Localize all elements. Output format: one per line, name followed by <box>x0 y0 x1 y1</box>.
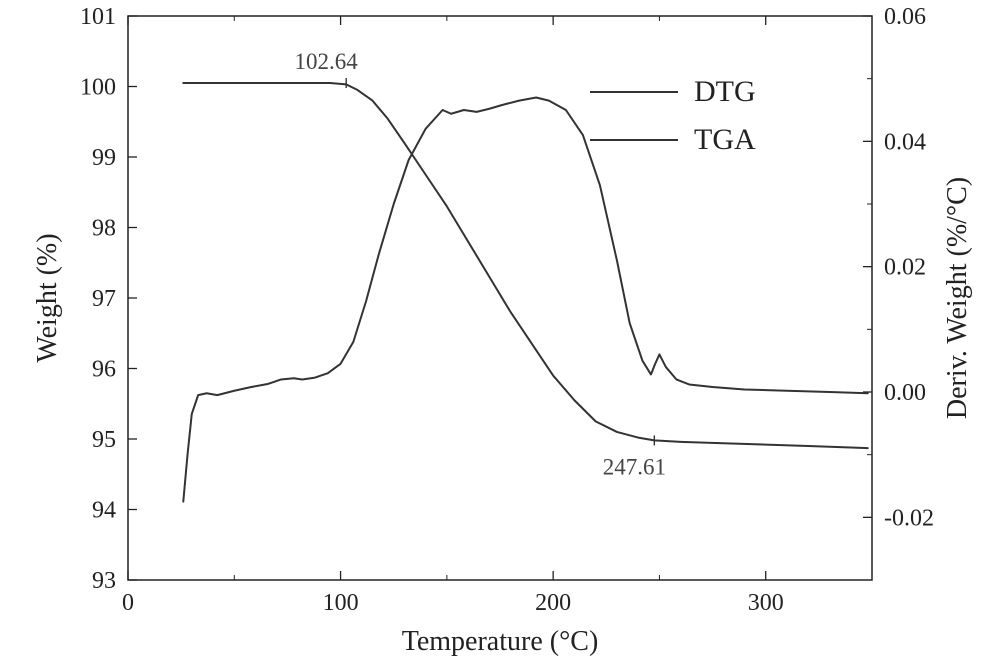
y-left-tick-label: 93 <box>92 568 116 594</box>
y-left-tick-label: 96 <box>92 357 116 383</box>
y-left-tick-label: 99 <box>92 145 116 171</box>
y-left-tick-label: 97 <box>92 286 116 312</box>
chart-svg: 0 100 200 300 93 94 95 96 97 98 99 100 101 -0.02 0.00 0… <box>0 0 1000 671</box>
x-tick-label: 200 <box>535 590 571 616</box>
tga-dtg-chart: 0 100 200 300 93 94 95 96 97 98 99 100 101 -0.02 0.00 0… <box>0 0 1000 671</box>
x-tick-label: 0 <box>122 590 134 616</box>
x-tick-label: 300 <box>748 590 784 616</box>
y-left-tick-label: 98 <box>92 216 116 242</box>
x-axis-label: Temperature (°C) <box>402 626 599 657</box>
y-right-tick-label: 0.06 <box>884 4 926 30</box>
annotation-label: 247.61 <box>603 454 666 479</box>
annotation-label: 102.64 <box>295 49 359 74</box>
legend-label: TGA <box>694 123 756 156</box>
y-left-axis-label: Weight (%) <box>32 233 63 362</box>
y-right-axis-label: Deriv. Weight (%/°C) <box>942 177 973 419</box>
y-right-tick-label: 0.04 <box>884 129 926 155</box>
x-tick-label: 100 <box>323 590 359 616</box>
y-left-tick-label: 101 <box>80 4 116 30</box>
y-left-tick-label: 95 <box>92 427 116 453</box>
y-left-tick-label: 94 <box>92 498 116 524</box>
y-left-tick-label: 100 <box>80 75 116 101</box>
y-right-tick-label: 0.02 <box>884 255 926 281</box>
y-right-tick-label: 0.00 <box>884 380 926 406</box>
legend-label: DTG <box>694 75 756 108</box>
y-right-tick-label: -0.02 <box>884 505 934 531</box>
